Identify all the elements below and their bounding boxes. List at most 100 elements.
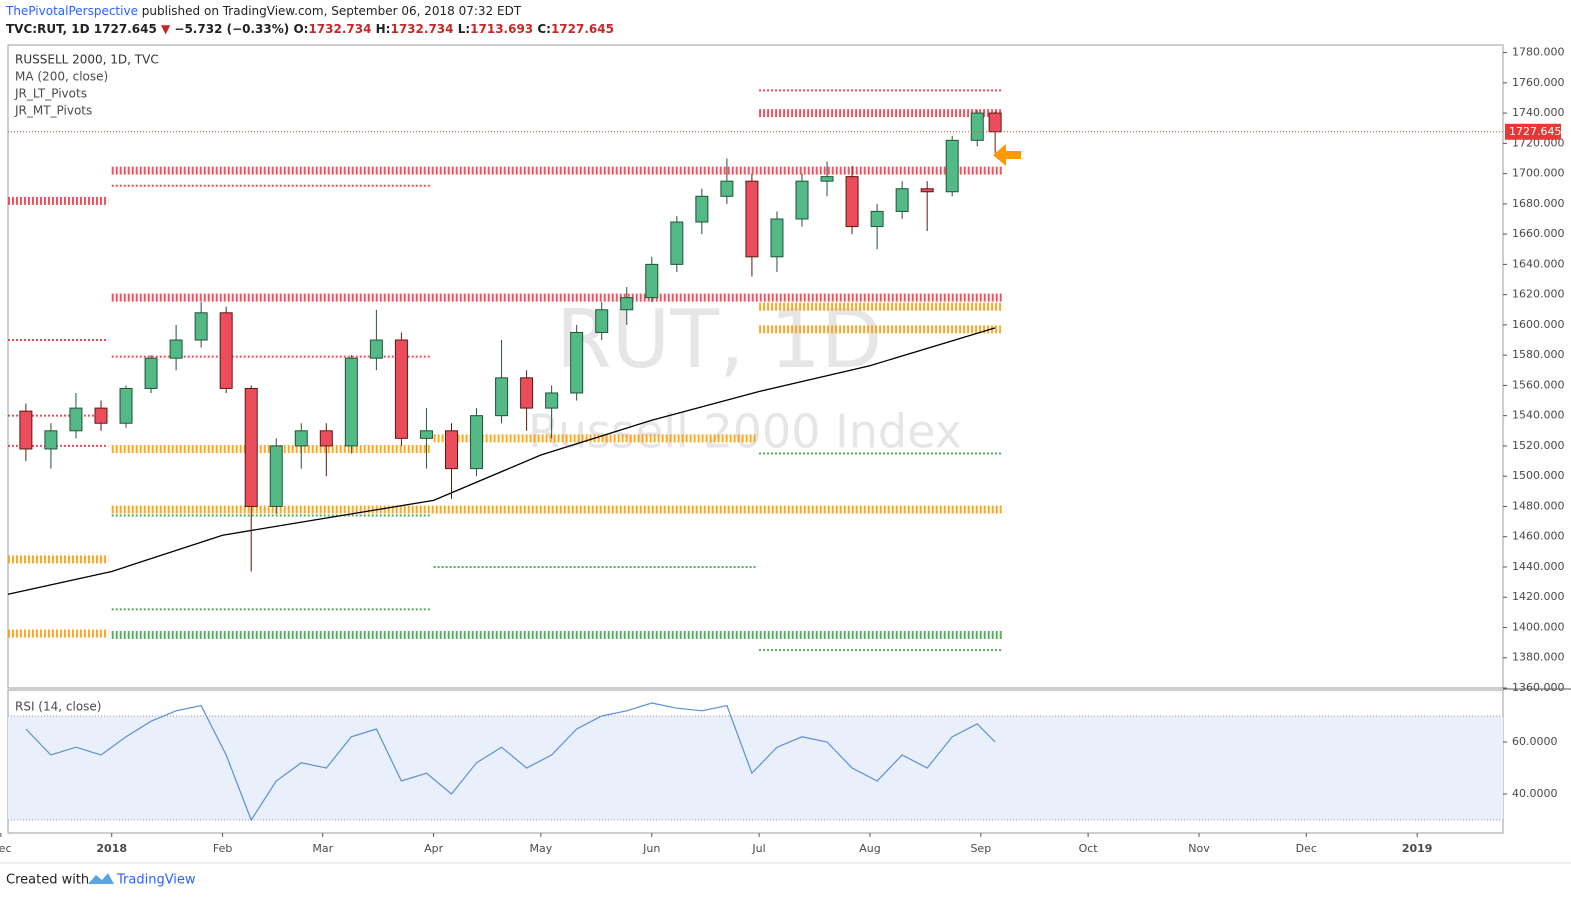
y-tick-label: 1460.000: [1512, 530, 1565, 543]
y-tick-label: 1760.000: [1512, 76, 1565, 89]
rsi-band: [8, 716, 1503, 820]
last-price-label: 1727.645: [1509, 125, 1562, 138]
ma-line: [7, 327, 996, 595]
candle-body: [870, 210, 884, 228]
l-label: L:: [458, 22, 470, 36]
footer-text: Created with: [6, 873, 89, 888]
candle-body: [419, 430, 433, 439]
candle-body: [94, 407, 108, 424]
x-tick-label: Dec: [1296, 842, 1317, 855]
rsi-title: RSI (14, close): [15, 700, 101, 714]
y-tick-label: 1660.000: [1512, 227, 1565, 240]
candle-body: [19, 410, 33, 450]
footer-logo: [88, 873, 114, 884]
candle-body: [920, 188, 934, 193]
annotation-arrow: [993, 144, 1021, 166]
candle-body: [269, 445, 283, 507]
y-tick-label: 1500.000: [1512, 469, 1565, 482]
candle-body: [444, 430, 458, 470]
x-tick-label: Feb: [213, 842, 232, 855]
y-tick-label: 1780.000: [1512, 46, 1565, 59]
candle-body: [44, 430, 58, 450]
candle-body: [369, 339, 383, 359]
x-tick-label: Nov: [1188, 842, 1210, 855]
y-tick-label: 1620.000: [1512, 288, 1565, 301]
candle-body: [69, 407, 83, 432]
y-tick-label: 1400.000: [1512, 620, 1565, 633]
open: 1732.734: [308, 22, 371, 36]
y-tick-label: 1600.000: [1512, 318, 1565, 331]
candle-body: [845, 176, 859, 228]
x-tick-label: Oct: [1079, 842, 1099, 855]
candle-body: [945, 139, 959, 193]
candle-body: [194, 312, 208, 341]
price-pane: [7, 44, 1504, 689]
x-tick-label: 2019: [1402, 842, 1433, 855]
x-tick-label: Aug: [859, 842, 880, 855]
candle-body: [169, 339, 183, 359]
candle-body: [244, 387, 258, 507]
candle-body: [770, 218, 784, 258]
author[interactable]: ThePivotalPerspective: [5, 4, 138, 18]
y-tick-label: 1380.000: [1512, 651, 1565, 664]
legend-entry: MA (200, close): [15, 70, 108, 84]
candle-body: [520, 377, 534, 409]
low: 1713.693: [470, 22, 533, 36]
candle-body: [670, 221, 684, 265]
x-tick-label: Jun: [642, 842, 660, 855]
candle-body: [720, 180, 734, 197]
candle-body: [119, 387, 133, 424]
arrow: ▼: [161, 22, 171, 36]
candle-body: [394, 339, 408, 439]
y-tick-label: 1740.000: [1512, 106, 1565, 119]
candle-body: [795, 180, 809, 220]
y-tick-label: 1440.000: [1512, 560, 1565, 573]
candle-body: [988, 112, 1002, 133]
x-tick-label: Jul: [751, 842, 765, 855]
candle-body: [620, 297, 634, 311]
header-line: ThePivotalPerspective published on Tradi…: [5, 4, 522, 18]
x-tick-label: Mar: [312, 842, 333, 855]
candle-body: [570, 331, 584, 394]
candle-body: [219, 312, 233, 389]
footer-brand[interactable]: TradingView: [116, 873, 196, 888]
watermark: Russell 2000 Index: [528, 405, 962, 459]
y-tick-label: 1360.000: [1512, 681, 1565, 694]
x-tick-label: May: [530, 842, 553, 855]
change: −5.732 (−0.33%): [174, 22, 289, 36]
y-tick-label: 1560.000: [1512, 378, 1565, 391]
quote-line: TVC:RUT, 1D 1727.645 ▼ −5.732 (−0.33%) O…: [6, 22, 614, 36]
o-label: O:: [293, 22, 308, 36]
watermark: RUT, 1D: [556, 293, 882, 386]
candle-body: [895, 188, 909, 212]
legend-entry: JR_MT_Pivots: [14, 104, 92, 118]
close: 1727.645: [551, 22, 614, 36]
chart-title: RUSSELL 2000, 1D, TVC: [15, 53, 159, 67]
x-tick-label: 2018: [96, 842, 127, 855]
candle-body: [645, 263, 659, 299]
x-tick-label: Sep: [970, 842, 991, 855]
candle-body: [695, 195, 709, 223]
y-tick-label: 1680.000: [1512, 197, 1565, 210]
legend-entry: JR_LT_Pivots: [14, 87, 87, 101]
candle-body: [344, 357, 358, 447]
rsi-line: [25, 702, 996, 822]
candle-body: [820, 176, 834, 182]
y-tick-label: 1640.000: [1512, 257, 1565, 270]
plot: [7, 89, 1503, 822]
y-tick-label: 1520.000: [1512, 439, 1565, 452]
last: 1727.645: [94, 22, 157, 36]
symbol: TVC:RUT, 1D: [6, 22, 90, 36]
y-tick-label: 1580.000: [1512, 348, 1565, 361]
candle-body: [745, 180, 759, 258]
y-tick-label: 1420.000: [1512, 590, 1565, 603]
candle-body: [319, 430, 333, 447]
y-tick-label: 1700.000: [1512, 167, 1565, 180]
candle-body: [495, 377, 509, 417]
published: published on TradingView.com, September …: [142, 4, 522, 18]
x-tick-label: Dec: [0, 842, 11, 855]
y-tick-label: 1480.000: [1512, 499, 1565, 512]
candle-body: [970, 112, 984, 141]
